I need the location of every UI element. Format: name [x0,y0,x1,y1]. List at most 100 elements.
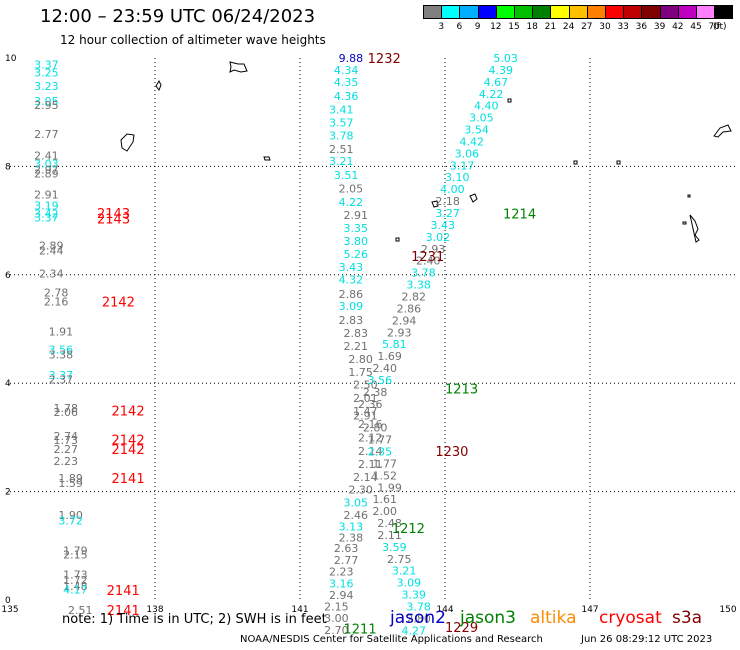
swh-value: 2.86 [397,302,422,315]
swh-value: 2.51 [329,143,354,156]
lon-tick-label: 138 [146,605,163,615]
island-outline [229,61,248,73]
swh-value: 1.69 [377,350,402,363]
colorbar-tick-label: 33 [617,22,629,32]
colorbar-swatch [714,5,734,19]
swh-value: 2.35 [368,445,393,458]
pass-time-label: 2143 [97,207,130,222]
swh-value: 3.05 [469,112,494,125]
swh-value: 5.81 [382,338,407,351]
swh-value: 5.03 [493,52,518,65]
swh-value: 3.80 [344,235,369,248]
swh-value: 4.40 [474,100,499,113]
lat-lon-grid [10,58,735,600]
swh-value: 4.27 [402,624,427,637]
swh-value: 2.11 [377,529,402,542]
swh-value: 3.54 [464,124,489,137]
swh-value: 1.48 [63,580,88,593]
swh-value: 2.38 [363,386,388,399]
swh-value: 3.72 [58,514,82,527]
swh-value: 1.61 [373,493,398,506]
colorbar-tick-label: 24 [562,22,575,32]
swh-value: 1.89 [58,472,82,485]
pass-time-label: 2142 [112,404,145,419]
swh-value: 2.86 [339,288,364,301]
swh-value: 3.16 [329,578,354,591]
colorbar-tick-label: 9 [474,22,481,32]
island-outline [431,200,439,208]
colorbar-tick-label: 39 [653,22,666,32]
swh-value: 2.14 [358,445,383,458]
swh-value: 4.35 [334,76,359,89]
pass-time-label: 2142 [102,295,135,310]
swh-value: 1.79 [63,545,88,558]
swh-value: 3.03 [34,158,59,171]
axis-labels: 135 138 141 144 147 150 0 2 4 6 8 10 [1,54,736,615]
swh-value: 3.56 [49,344,74,357]
swh-value: 2.12 [358,431,383,444]
swh-value: 3.13 [339,520,364,533]
swh-value: 2.80 [348,353,373,366]
colorbar-tick-label: 18 [526,22,538,32]
pass-labels: 1232 1231 1230 1229 1214 1213 1212 1211 21432143… [97,52,536,638]
pass-time-label: 2142 [112,443,145,458]
swh-value: 1.47 [353,405,378,418]
swh-value: 2.78 [44,287,68,300]
pass-time-label: 2141 [107,604,140,619]
island-outline [573,160,578,165]
island-outline [263,156,271,161]
swh-value: 3.51 [334,169,359,182]
swh-value: 2.83 [344,327,369,340]
island-outline [155,79,162,92]
swh-value: 3.23 [34,80,59,93]
island-outlines [120,61,732,243]
swh-value: 3.78 [406,601,431,614]
swh-value: 4.32 [339,274,364,287]
swh-value: 3.38 [49,348,74,361]
island-outline [469,193,478,203]
satellite-legend-jason3: jason3 [460,608,516,628]
swh-value: 2.15 [63,548,88,561]
swh-value: 2.14 [353,471,378,484]
swh-value: 2.82 [402,290,427,303]
swh-value: 3.06 [455,147,480,160]
swh-value: 1.77 [368,434,393,447]
lon-tick-label: 150 [719,605,736,615]
swh-value: 2.91 [34,189,59,202]
swh-value: 1.59 [58,477,82,490]
swh-value: 1.77 [373,457,398,470]
swh-value: 3.25 [34,67,59,80]
colorbar-tick-label: 15 [508,22,520,32]
colorbar-tick-label: 3 [438,22,445,32]
swh-value: 2.77 [34,128,59,141]
swh-value: 9.88 [339,52,364,65]
swh-value: 3.09 [397,577,422,590]
satellite-legend-cryosat: cryosat [599,608,662,628]
lon-tick-label: 144 [436,605,453,615]
swh-value: 3.56 [368,374,393,387]
map-subtitle: 12 hour collection of altimeter wave hei… [60,33,326,47]
island-outline [120,133,135,152]
swh-value: 2.97 [34,164,59,177]
swh-value: 1.75 [348,366,373,379]
swh-value: 2.30 [348,483,373,496]
swh-value: 2.27 [54,443,79,456]
swh-value: 1.78 [54,402,79,415]
swh-value: 2.37 [49,373,74,386]
swh-value: 1.72 [63,574,88,587]
swh-value: 2.94 [392,314,417,327]
pass-time-label: 1213 [445,383,478,398]
swh-value: 2.51 [68,604,93,617]
swh-value: 3.05 [34,95,59,108]
colorbar-tick-label: 6 [456,22,463,32]
satellite-legend-s3a: s3a [672,608,703,628]
swh-value: 2.05 [339,183,364,196]
colorbar-tick-label: 42 [672,22,684,32]
swh-value: 2.80 [406,612,431,625]
swh-value: 1.73 [54,434,79,447]
units-note: note: 1) Time is in UTC; 2) SWH is in fe… [62,612,327,627]
swh-value: 2.50 [353,378,378,391]
colorbar-tick-label: 21 [544,22,557,32]
swh-value: 2.93 [387,326,412,339]
pass-time-label: 1230 [435,445,468,460]
